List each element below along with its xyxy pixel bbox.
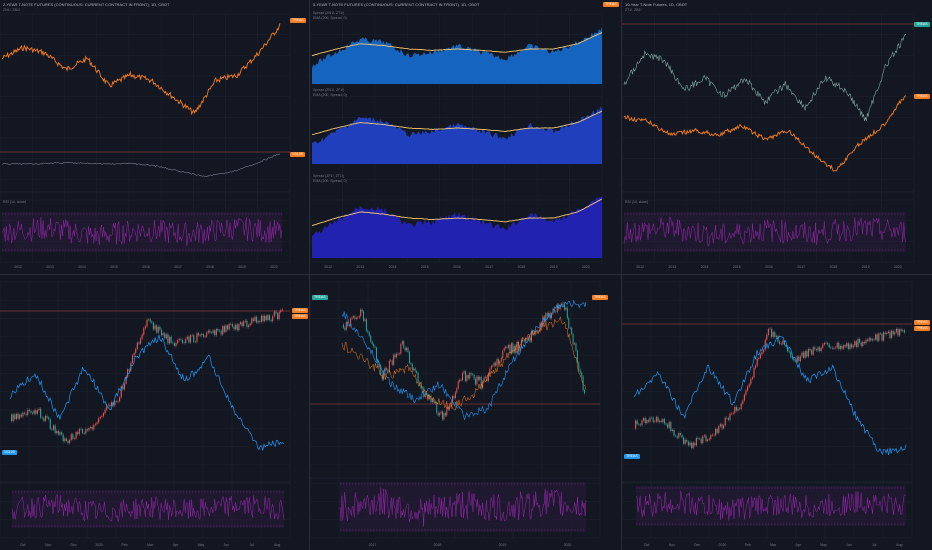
panel-subtitle: ZT1!, ZB1!: [625, 8, 642, 12]
divider-v1[interactable]: [309, 0, 310, 550]
spread-2-ema: EMA (200, Spread, 0): [313, 93, 347, 97]
time-axis-label: 2016: [453, 265, 461, 269]
time-axis-label: Feb: [122, 543, 128, 547]
time-axis-label: 2020: [270, 265, 278, 269]
time-axis-label: 2014: [389, 265, 397, 269]
price-chart-bottom-middle: 2017 2018 2019 2020: [310, 281, 601, 547]
time-axis-label: 2019: [499, 543, 507, 547]
time-axis-label: Jun: [846, 543, 852, 547]
price-chart-bottom-right: Oct Nov Dec 2020 Feb Mar Apr May Jun Jul Aug: [622, 281, 913, 547]
panel-top-middle[interactable]: 2012 2013 2014 2015 2016 2017 2018 2019 2020 5-Y…: [310, 0, 620, 272]
price-badge-2: TREAS: [292, 314, 308, 319]
time-axis-label: 2017: [797, 265, 805, 269]
spread-chart-top-middle: 2012 2013 2014 2015 2016 2017 2018 2019 2020: [310, 13, 603, 269]
price-chart-top-right: 2012 2013 2014 2015 2016 2017 2018 2019 2020: [622, 13, 915, 269]
time-axis-label: 2015: [733, 265, 741, 269]
time-axis-label: Aug: [274, 543, 280, 547]
time-axis-label: 2017: [174, 265, 182, 269]
time-axis-label: Mar: [770, 543, 777, 547]
price-badge-2: TREAS: [592, 295, 608, 300]
time-axis-label: Jun: [224, 543, 230, 547]
price-badge: TREAS: [914, 22, 930, 27]
time-axis-label: 2015: [110, 265, 118, 269]
spread-1-label: Spread (ZN1!, ZT1!): [313, 11, 345, 15]
time-axis-label: May: [820, 543, 827, 547]
divider-v2[interactable]: [621, 0, 622, 550]
time-axis-label: 2013: [46, 265, 54, 269]
panel-bottom-middle[interactable]: 2017 2018 2019 2020 TREAS TREAS: [310, 276, 620, 550]
time-axis-label: Apr: [173, 543, 179, 547]
time-axis-label: 2014: [78, 265, 86, 269]
price-badge-3: TREAS: [624, 454, 640, 459]
time-axis-label: Jul: [250, 543, 255, 547]
time-axis-label: 2017: [369, 543, 377, 547]
time-axis-label: 2017: [485, 265, 493, 269]
time-axis-label: 2014: [701, 265, 709, 269]
spread-3-ema: EMA (200, Spread, 0): [313, 179, 347, 183]
time-axis-label: Nov: [45, 543, 51, 547]
divider-h[interactable]: [0, 274, 932, 275]
time-axis-label: 2012: [636, 265, 644, 269]
time-axis-label: 2016: [765, 265, 773, 269]
price-badge-3: 103.00: [2, 450, 17, 455]
time-axis-label: 2013: [668, 265, 676, 269]
price-chart-bottom-left: Oct Nov Dec 2020 Feb Mar Apr May Jun Jul Aug: [0, 281, 291, 547]
time-axis-label: 2019: [862, 265, 870, 269]
time-axis-label: 2016: [142, 265, 150, 269]
time-axis-label: 2019: [238, 265, 246, 269]
time-axis-label: May: [198, 543, 205, 547]
price-badge: TREAS: [312, 295, 328, 300]
time-axis-label: 2018: [830, 265, 838, 269]
time-axis-label: 2013: [356, 265, 364, 269]
panel-subtitle: ZN1!, ZB1!: [3, 8, 20, 12]
price-chart-top-left: 2012 2013 2014 2015 2016 2017 2018 2019 2020: [0, 13, 291, 269]
time-axis-label: 2020: [564, 543, 572, 547]
price-badge: TREAS: [292, 308, 308, 313]
time-axis-label: 2012: [324, 265, 332, 269]
price-badge: TREAS: [290, 18, 306, 23]
panel-title: 2-YEAR T-NOTE FUTURES (CONTINUOUS: CURRE…: [3, 2, 170, 7]
time-axis-label: Apr: [796, 543, 802, 547]
time-axis-label: 2020: [582, 265, 590, 269]
time-axis-label: 2018: [518, 265, 526, 269]
panel-top-left[interactable]: 2012 2013 2014 2015 2016 2017 2018 2019 2020 2-Y…: [0, 0, 308, 272]
panel-bottom-left[interactable]: Oct Nov Dec 2020 Feb Mar Apr May Jun Jul Aug TREAS…: [0, 276, 308, 550]
time-axis-label: 2015: [421, 265, 429, 269]
time-axis-label: Oct: [644, 543, 649, 547]
panel-bottom-right[interactable]: Oct Nov Dec 2020 Feb Mar Apr May Jun Jul Aug TREAS…: [622, 276, 932, 550]
spread-3-label: Spread (ZF1!, ZT1!): [313, 174, 344, 178]
time-axis-label: 2018: [206, 265, 214, 269]
time-axis-label: Dec: [694, 543, 700, 547]
time-axis-label: 2020: [95, 543, 103, 547]
price-badge-2: 104.35: [290, 152, 305, 157]
time-axis-label: Jul: [872, 543, 877, 547]
price-badge-2: TREAS: [914, 326, 930, 331]
panel-title: 10-Year T-Note Futures, 1D, CBOT: [625, 2, 688, 7]
time-axis-label: Feb: [745, 543, 751, 547]
time-axis-label: Dec: [71, 543, 77, 547]
spread-1-ema: EMA (200, Spread, 0): [313, 16, 347, 20]
price-badge-2: TREAS: [914, 94, 930, 99]
rsi-label: RSI (14, close): [3, 200, 27, 204]
panel-top-right[interactable]: 2012 2013 2014 2015 2016 2017 2018 2019 2020 10-…: [622, 0, 932, 272]
time-axis-label: 2020: [894, 265, 902, 269]
spread-2-label: Spread (ZN1!, ZF1!): [313, 88, 345, 92]
time-axis-label: 2012: [14, 265, 22, 269]
time-axis-label: Oct: [20, 543, 25, 547]
time-axis-label: 2019: [550, 265, 558, 269]
price-badge: TREAS: [603, 2, 619, 7]
time-axis-label: Aug: [896, 543, 902, 547]
rsi-label: RSI (14, close): [625, 200, 649, 204]
price-badge: TREAS: [914, 320, 930, 325]
time-axis-label: 2018: [434, 543, 442, 547]
time-axis-label: Mar: [147, 543, 154, 547]
time-axis-label: 2020: [719, 543, 727, 547]
time-axis-label: Nov: [669, 543, 675, 547]
panel-title: 5-YEAR T-NOTE FUTURES (CONTINUOUS: CURRE…: [313, 2, 480, 7]
